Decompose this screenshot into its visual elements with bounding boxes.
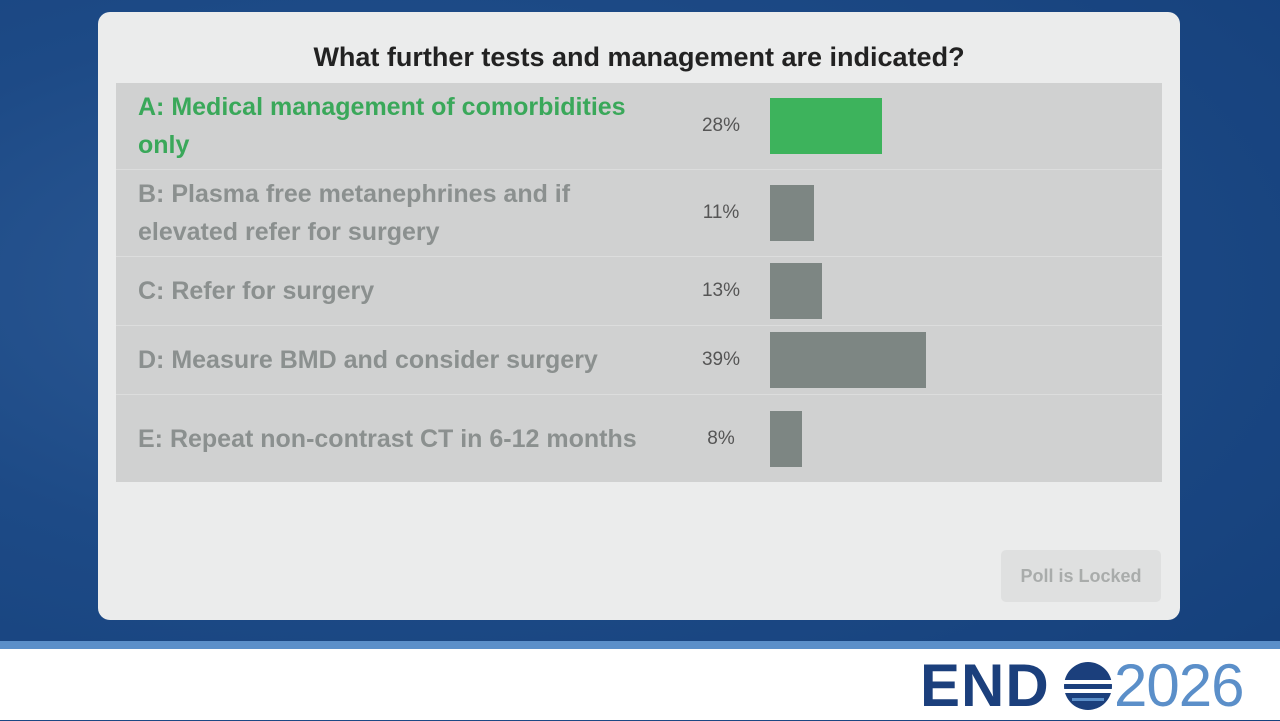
locked-button: Poll is Locked bbox=[1001, 550, 1161, 602]
result-bar bbox=[770, 332, 926, 388]
poll-card: What further tests and management are in… bbox=[98, 12, 1180, 620]
poll-question: What further tests and management are in… bbox=[313, 42, 965, 72]
option-percent: 13% bbox=[701, 280, 741, 301]
poll-option: B: Plasma free metanephrines and if elev… bbox=[116, 170, 1162, 257]
poll-option: D: Measure BMD and consider surgery 39% bbox=[116, 326, 1162, 395]
result-bar bbox=[770, 263, 822, 319]
poll-options: A: Medical management of comorbidities o… bbox=[116, 83, 1162, 482]
option-percent: 11% bbox=[702, 202, 740, 223]
option-label: B: Plasma free metanephrines and if elev… bbox=[138, 180, 571, 246]
logo-globe bbox=[1062, 662, 1114, 710]
option-percent: 39% bbox=[701, 349, 741, 370]
logo-brand: END bbox=[920, 652, 1050, 719]
option-percent: 8% bbox=[707, 427, 735, 449]
poll-option: C: Refer for surgery 13% bbox=[116, 257, 1162, 326]
poll-option: E: Repeat non-contrast CT in 6-12 months… bbox=[116, 395, 1162, 482]
option-label: E: Repeat non-contrast CT in 6-12 months bbox=[138, 424, 637, 453]
poll-option: A: Medical management of comorbidities o… bbox=[116, 83, 1162, 170]
option-label: A: Medical management of comorbidities o… bbox=[138, 93, 626, 159]
option-percent: 28% bbox=[701, 115, 741, 136]
option-label: D: Measure BMD and consider surgery bbox=[138, 346, 598, 374]
result-bar bbox=[770, 98, 882, 154]
result-bar bbox=[770, 185, 814, 241]
logo-year: 2026 bbox=[1114, 652, 1244, 719]
option-label: C: Refer for surgery bbox=[138, 277, 375, 305]
result-bar bbox=[770, 410, 802, 467]
